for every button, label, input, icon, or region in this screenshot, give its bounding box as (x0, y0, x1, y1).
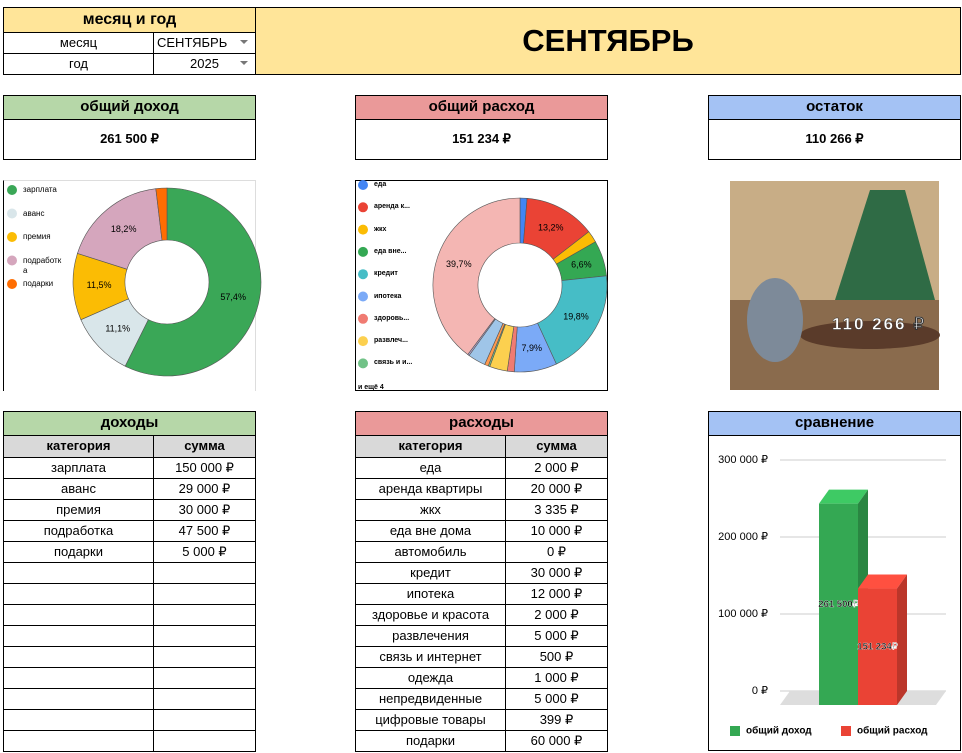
legend-dot (7, 232, 17, 242)
legend-label: подарки (23, 279, 54, 288)
banner: СЕНТЯБРЬ (255, 7, 961, 75)
slice-label: 39,7% (446, 259, 472, 269)
dropdown-arrow (240, 40, 248, 44)
legend-label: ипотека (374, 292, 402, 300)
legend-more: и ещё 4 (358, 383, 384, 391)
slice-label: 11,5% (87, 280, 112, 290)
chart-title: сравнение (708, 411, 961, 436)
legend-dot (358, 180, 368, 190)
legend-label: общий расход (857, 725, 928, 737)
bar-label: 151 234₽ (857, 641, 898, 652)
pie-slice (124, 187, 262, 377)
slice-label: 11,1% (105, 323, 130, 333)
y-tick-label: 100 000 ₽ (718, 607, 768, 620)
legend-label: общий доход (746, 725, 812, 737)
legend-dot (358, 313, 368, 324)
legend-swatch (841, 726, 851, 736)
col-header: категория (355, 435, 506, 458)
pie-slice (432, 197, 521, 355)
legend-dot (358, 202, 368, 213)
bar-side (897, 574, 907, 705)
legend-label: еда вне... (374, 247, 407, 255)
image-caption: 110 266 ₽ (832, 314, 926, 333)
legend-label: аренда к... (374, 203, 410, 211)
y-tick-label: 200 000 ₽ (718, 530, 768, 543)
legend-label: еда (374, 181, 387, 188)
legend-dot (358, 336, 368, 347)
slice-label: 6,6% (571, 260, 592, 270)
summary-value: 151 234 ₽ (355, 119, 608, 160)
slice-label: 13,2% (538, 223, 564, 233)
legend-dot (7, 279, 17, 289)
legend-dot (7, 185, 17, 195)
money-stack (835, 190, 935, 300)
pie-slice (77, 188, 163, 270)
legend-label: развлеч... (374, 337, 408, 345)
chart-box (355, 180, 608, 391)
y-tick-label: 300 000 ₽ (718, 453, 768, 466)
legend-dot (358, 358, 368, 369)
bar-top (819, 489, 868, 504)
bar-top (858, 574, 907, 589)
legend-label: зарплата (23, 185, 57, 194)
slice-label: 18,2% (111, 224, 137, 234)
legend-dot (358, 246, 368, 257)
legend-dot (7, 208, 17, 219)
legend-label: премия (23, 232, 51, 241)
summary-title: остаток (708, 95, 961, 120)
table-title: расходы (355, 411, 608, 436)
legend-swatch (730, 726, 740, 736)
legend-label: кредит (374, 270, 398, 278)
cell (153, 730, 256, 752)
legend-dot (358, 269, 368, 280)
legend-label: подработка (23, 255, 62, 275)
table-top (800, 321, 940, 349)
legend-label: связь и и... (374, 359, 413, 367)
chart-box (708, 435, 961, 751)
slice-label: 19,8% (563, 311, 589, 321)
cat (747, 278, 803, 362)
pie-slice (155, 187, 168, 241)
dropdown-arrow (240, 61, 248, 65)
col-header: сумма (505, 435, 608, 458)
header-title: месяц и год (3, 7, 256, 33)
legend-label: здоровь... (374, 314, 410, 322)
legend-label: аванс (23, 208, 45, 218)
bar-label: 261 500₽ (818, 599, 859, 610)
y-tick-label: 0 ₽ (751, 684, 768, 697)
legend-label: жкх (374, 225, 387, 233)
slice-label: 57,4% (220, 292, 246, 302)
summary-title: общий доход (3, 95, 256, 120)
legend-dot (7, 255, 17, 266)
bar (858, 588, 897, 705)
cell: 60 000 ₽ (505, 730, 608, 752)
summary-value: 110 266 ₽ (708, 119, 961, 160)
legend-dot (358, 291, 368, 302)
summary-value: 261 500 ₽ (3, 119, 256, 160)
bar (819, 503, 858, 705)
slice-label: 7,9% (521, 343, 542, 353)
legend-dot (358, 224, 368, 235)
